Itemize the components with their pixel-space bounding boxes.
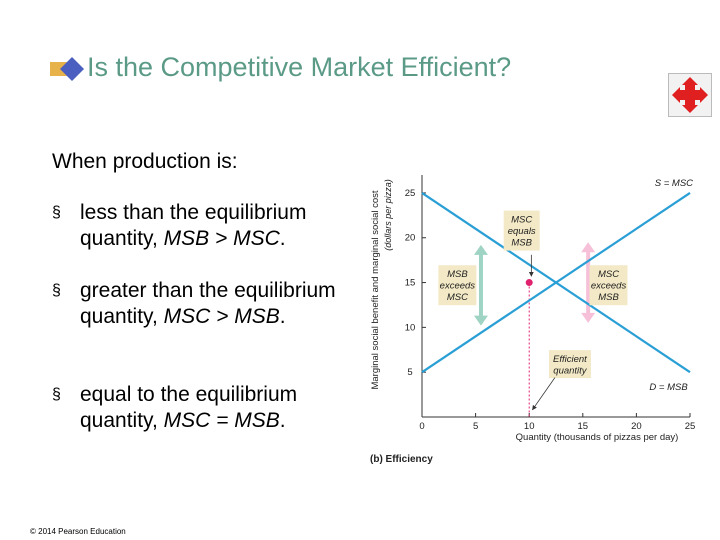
efficient-quantity-box-line: quantity bbox=[553, 365, 588, 376]
efficient-pointer-arrow bbox=[532, 377, 556, 411]
demand-msb-line bbox=[421, 192, 691, 374]
msc-exceeds-msb-arrow-head-top bbox=[581, 242, 596, 253]
msc-exceeds-msb-box-line: MSB bbox=[598, 292, 619, 303]
msc-exceeds-msb-box-bg bbox=[589, 265, 628, 306]
msc-exceeds-msb-box-line: exceeds bbox=[591, 281, 627, 292]
y-tick-label: 10 bbox=[405, 322, 416, 333]
chart-title: (b) Efficiency bbox=[370, 454, 433, 465]
msb-exceeds-msc-box-line: MSB bbox=[447, 269, 468, 280]
x-tick-label: 0 bbox=[419, 421, 424, 432]
x-tick-label: 15 bbox=[578, 421, 589, 432]
series-label-demand: D = MSB bbox=[649, 382, 688, 393]
msc-equals-msb-box-bg bbox=[503, 210, 540, 251]
msb-exceeds-msc-arrow bbox=[473, 244, 488, 326]
bullet-marker: § bbox=[52, 282, 61, 299]
y-tick-label: 5 bbox=[407, 367, 412, 378]
x-tick-label: 5 bbox=[473, 421, 478, 432]
bullet-marker: § bbox=[52, 386, 61, 403]
msb-exceeds-msc-arrow-head-top bbox=[473, 244, 488, 255]
title-decoration bbox=[50, 57, 84, 81]
x-tick-label: 20 bbox=[631, 421, 642, 432]
title-diamond-shape bbox=[60, 57, 84, 81]
y-tick-label: 15 bbox=[405, 278, 416, 289]
bullet-text: equal to the equilibrium quantity, MSC =… bbox=[80, 383, 298, 432]
efficient-quantity-box-bg bbox=[548, 350, 591, 379]
msc-equals-msb-box-line: MSB bbox=[511, 238, 532, 249]
equilibrium-point bbox=[525, 279, 533, 287]
move-arrows-icon[interactable] bbox=[668, 73, 712, 117]
copyright-text: © 2014 Pearson Education bbox=[30, 527, 126, 536]
msc-equals-msb-box-line: MSC bbox=[511, 215, 532, 226]
series-label-supply: S = MSC bbox=[655, 178, 693, 189]
msb-exceeds-msc-box-line: exceeds bbox=[440, 281, 476, 292]
msb-exceeds-msc-box-line: MSC bbox=[447, 292, 468, 303]
x-tick-label: 10 bbox=[524, 421, 535, 432]
y-tick-label: 25 bbox=[405, 188, 416, 199]
x-axis-label: Quantity (thousands of pizzas per day) bbox=[516, 432, 679, 443]
y-tick-label: 20 bbox=[405, 233, 416, 244]
msc-exceeds-msb-box-line: MSC bbox=[598, 269, 619, 280]
x-tick-label: 25 bbox=[685, 421, 696, 432]
y-axis-label: Marginal social benefit and marginal soc… bbox=[370, 190, 381, 389]
msb-exceeds-msc-box-bg bbox=[438, 265, 477, 306]
bullet-text: greater than the equilibrium quantity, M… bbox=[80, 279, 336, 328]
msb-exceeds-msc-arrow-head-bottom bbox=[473, 315, 488, 326]
msc-exceeds-msb-arrow-head-bottom bbox=[581, 312, 596, 323]
slide-title: Is the Competitive Market Efficient? bbox=[87, 52, 512, 82]
y-axis-sublabel: (dollars per pizza) bbox=[383, 179, 393, 251]
efficient-quantity-box-line: Efficient bbox=[553, 354, 587, 365]
msc-equals-msb-box-line: equals bbox=[508, 226, 536, 237]
intro-text: When production is: bbox=[52, 150, 238, 173]
bullet-text: less than the equilibrium quantity, MSB … bbox=[80, 201, 307, 250]
bullet-marker: § bbox=[52, 204, 61, 221]
